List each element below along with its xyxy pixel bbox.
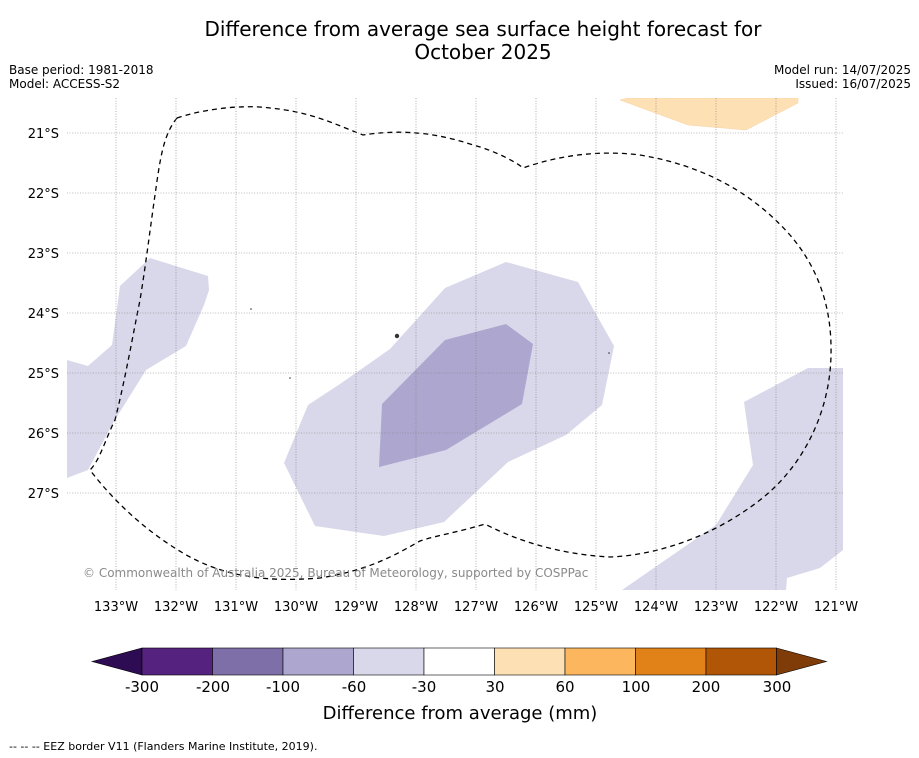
anomaly-region-west (67, 258, 209, 478)
lon-label: 129°W (334, 600, 378, 615)
lon-label: 127°W (454, 600, 498, 615)
eez-border (89, 106, 832, 581)
colorbar-tick: 300 (763, 678, 792, 696)
colorbar-ticks: -300 -200 -100 -60 -30 30 60 100 200 300 (125, 678, 791, 696)
island-dot (250, 308, 252, 310)
colorbar-swatch (705, 647, 777, 676)
colorbar-tick: -100 (266, 678, 300, 696)
lat-label: 24°S (28, 307, 59, 322)
lon-label: 132°W (154, 600, 198, 615)
lat-label: 21°S (28, 127, 59, 142)
colorbar-extend-max (776, 647, 828, 676)
colorbar-swatch (423, 647, 495, 676)
lon-label: 128°W (394, 600, 438, 615)
lat-label: 22°S (28, 187, 59, 202)
colorbar-extend-min (90, 647, 143, 676)
lat-label: 27°S (28, 487, 59, 502)
lat-label: 23°S (28, 247, 59, 262)
eez-legend-note: -- -- -- EEZ border V11 (Flanders Marine… (9, 740, 318, 753)
lon-label: 133°W (94, 600, 138, 615)
lon-label: 123°W (694, 600, 738, 615)
graticule (67, 98, 843, 590)
colorbar-label: Difference from average (mm) (323, 703, 598, 724)
latitude-labels: 21°S 22°S 23°S 24°S 25°S 26°S 27°S (28, 127, 59, 502)
colorbar-tick: -200 (196, 678, 230, 696)
colorbar-swatch (141, 647, 213, 676)
meta-left: Base period: 1981-2018 Model: ACCESS-S2 (9, 63, 154, 91)
lat-label: 26°S (28, 427, 59, 442)
lon-label: 130°W (274, 600, 318, 615)
colorbar-swatch (494, 647, 566, 676)
colorbar-tick: 100 (622, 678, 651, 696)
island-dot (289, 377, 291, 379)
island-dot (394, 333, 400, 339)
colorbar-boxes (90, 647, 828, 676)
lon-label: 125°W (574, 600, 618, 615)
colorbar-tick: -300 (125, 678, 159, 696)
lon-label: 122°W (754, 600, 798, 615)
anomaly-region-north-positive (619, 98, 799, 131)
map-title: Difference from average sea surface heig… (0, 18, 919, 64)
anomaly-region-central-core (379, 324, 533, 467)
issued-date: Issued: 16/07/2025 (795, 77, 911, 91)
colorbar-swatch (564, 647, 636, 676)
lat-label: 25°S (28, 367, 59, 382)
lon-label: 124°W (634, 600, 678, 615)
meta-right: Model run: 14/07/2025 Issued: 16/07/2025 (774, 63, 911, 91)
island-dot (608, 352, 610, 354)
copyright-notice: © Commonwealth of Australia 2025, Bureau… (83, 566, 588, 580)
colorbar-tick: 60 (555, 678, 574, 696)
longitude-labels: 133°W 132°W 131°W 130°W 129°W 128°W 127°… (94, 600, 858, 615)
colorbar-swatch (353, 647, 425, 676)
colorbar: -300 -200 -100 -60 -30 30 60 100 200 300… (90, 647, 828, 724)
colorbar-swatch (635, 647, 707, 676)
colorbar-swatch (282, 647, 354, 676)
colorbar-tick: 200 (692, 678, 721, 696)
model-run: Model run: 14/07/2025 (773, 63, 911, 77)
model-name: Model: ACCESS-S2 (9, 77, 121, 91)
colorbar-tick: -60 (342, 678, 367, 696)
lon-label: 121°W (814, 600, 858, 615)
lon-label: 131°W (214, 600, 258, 615)
colorbar-swatch (212, 647, 284, 676)
base-period: Base period: 1981-2018 (9, 63, 154, 77)
colorbar-tick: -30 (412, 678, 437, 696)
title-line-2: October 2025 (414, 40, 552, 64)
anomaly-region-southeast (622, 368, 843, 590)
colorbar-tick: 30 (485, 678, 504, 696)
title-line-1: Difference from average sea surface heig… (204, 17, 762, 41)
map-panel: © Commonwealth of Australia 2025, Bureau… (67, 98, 843, 590)
lon-label: 126°W (514, 600, 558, 615)
